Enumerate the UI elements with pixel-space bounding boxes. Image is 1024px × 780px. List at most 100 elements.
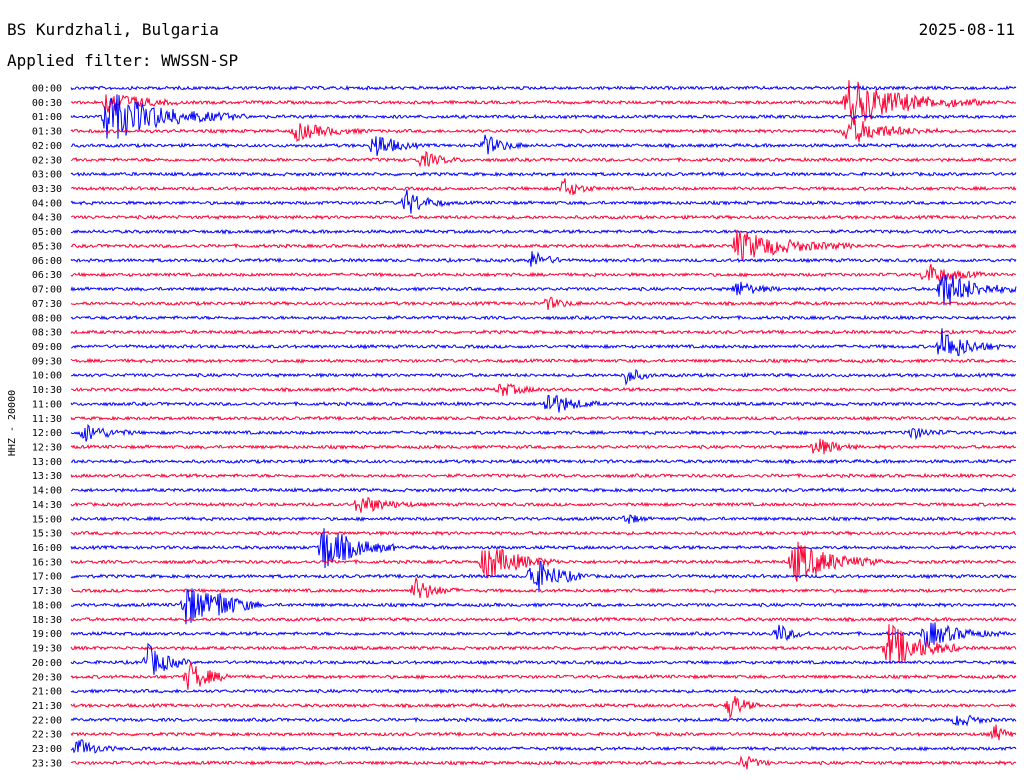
trace-row bbox=[70, 739, 1017, 754]
row-time-label: 00:00 bbox=[32, 84, 62, 95]
trace-row bbox=[70, 178, 1017, 196]
trace-row bbox=[70, 263, 1017, 283]
trace-row bbox=[70, 274, 1017, 306]
trace-row bbox=[70, 458, 1017, 465]
trace-row bbox=[70, 642, 1017, 675]
trace-row bbox=[70, 84, 1017, 92]
trace-row bbox=[70, 170, 1017, 178]
trace-row bbox=[70, 541, 1017, 582]
trace-row bbox=[71, 576, 1017, 599]
row-time-label: 15:30 bbox=[32, 529, 62, 540]
row-time-label: 22:00 bbox=[32, 715, 62, 726]
trace-row bbox=[70, 486, 1017, 494]
trace-row bbox=[70, 496, 1017, 513]
row-time-label: 09:00 bbox=[32, 342, 62, 353]
row-time-label: 00:30 bbox=[32, 98, 62, 109]
trace-row bbox=[70, 724, 1017, 741]
trace-row bbox=[70, 229, 1017, 261]
trace-row bbox=[70, 472, 1017, 479]
row-time-label: 06:00 bbox=[32, 256, 62, 267]
row-time-label: 11:30 bbox=[32, 414, 62, 425]
row-time-label: 04:30 bbox=[32, 213, 62, 224]
trace-row bbox=[70, 296, 1017, 311]
row-time-label: 12:30 bbox=[32, 443, 62, 454]
trace-row bbox=[70, 528, 1017, 569]
row-time-label: 04:00 bbox=[32, 198, 62, 209]
y-axis-label: HHZ - 20000 bbox=[7, 390, 18, 456]
trace-row bbox=[70, 150, 1017, 168]
row-time-label: 07:30 bbox=[32, 299, 62, 310]
row-time-label: 01:30 bbox=[32, 127, 62, 138]
trace-row bbox=[70, 328, 1017, 336]
row-time-label: 17:00 bbox=[32, 572, 62, 583]
trace-row bbox=[70, 251, 1017, 267]
row-time-label: 10:30 bbox=[32, 385, 62, 396]
trace-row bbox=[70, 624, 1017, 664]
row-time-label: 01:00 bbox=[32, 112, 62, 123]
trace-row bbox=[70, 622, 1017, 648]
row-time-label: 09:30 bbox=[32, 356, 62, 367]
row-time-label: 08:30 bbox=[32, 328, 62, 339]
trace-row bbox=[70, 530, 1017, 537]
date-label: 2025-08-11 bbox=[918, 20, 1015, 39]
row-time-label: 18:00 bbox=[32, 600, 62, 611]
trace-row bbox=[70, 423, 1017, 442]
row-time-label: 05:00 bbox=[32, 227, 62, 238]
row-time-label: 06:30 bbox=[32, 270, 62, 281]
row-time-label: 20:30 bbox=[32, 672, 62, 683]
trace-row bbox=[70, 438, 1017, 455]
trace-row bbox=[70, 696, 1017, 720]
row-time-label: 15:00 bbox=[32, 514, 62, 525]
trace-row bbox=[70, 415, 1017, 422]
row-time-label: 10:00 bbox=[32, 371, 62, 382]
trace-row bbox=[70, 80, 1017, 124]
row-time-label: 19:30 bbox=[32, 644, 62, 655]
trace-row bbox=[70, 189, 1017, 214]
row-time-label: 02:00 bbox=[32, 141, 62, 152]
row-time-label: 23:30 bbox=[32, 758, 62, 769]
trace-row bbox=[70, 688, 1017, 695]
filter-label: Applied filter: WWSSN-SP bbox=[7, 51, 239, 70]
trace-row bbox=[70, 228, 1017, 235]
row-time-label: 23:00 bbox=[32, 744, 62, 755]
row-time-label: 20:00 bbox=[32, 658, 62, 669]
row-time-label: 03:00 bbox=[32, 170, 62, 181]
trace-row bbox=[70, 714, 1017, 727]
trace-row bbox=[70, 661, 1017, 690]
row-time-label: 19:00 bbox=[32, 629, 62, 640]
trace-row bbox=[70, 616, 1017, 623]
row-time-label: 08:00 bbox=[32, 313, 62, 324]
row-time-label: 17:30 bbox=[32, 586, 62, 597]
row-time-label: 21:30 bbox=[32, 701, 62, 712]
trace-row bbox=[70, 383, 1017, 397]
trace-row bbox=[70, 755, 1017, 770]
row-time-label: 13:30 bbox=[32, 471, 62, 482]
row-time-label: 22:30 bbox=[32, 730, 62, 741]
trace-row bbox=[70, 514, 1017, 524]
row-time-label: 07:00 bbox=[32, 285, 62, 296]
row-time-label: 05:30 bbox=[32, 241, 62, 252]
trace-row bbox=[71, 368, 1017, 386]
row-time-label: 16:30 bbox=[32, 557, 62, 568]
row-time-label: 12:00 bbox=[32, 428, 62, 439]
row-time-label: 11:00 bbox=[32, 399, 62, 410]
trace-row bbox=[70, 357, 1017, 364]
row-time-label: 03:30 bbox=[32, 184, 62, 195]
trace-row bbox=[70, 214, 1017, 221]
station-title: BS Kurdzhali, Bulgaria bbox=[7, 20, 219, 39]
trace-row bbox=[70, 394, 1017, 413]
trace-row bbox=[70, 94, 1017, 139]
row-time-label: 16:00 bbox=[32, 543, 62, 554]
trace-row bbox=[70, 314, 1017, 321]
trace-row bbox=[70, 588, 1017, 625]
row-time-label: 13:00 bbox=[32, 457, 62, 468]
row-time-label: 21:00 bbox=[32, 687, 62, 698]
row-time-label: 02:30 bbox=[32, 155, 62, 166]
row-time-label: 14:00 bbox=[32, 486, 62, 497]
row-time-label: 18:30 bbox=[32, 615, 62, 626]
trace-row bbox=[70, 134, 1017, 156]
trace-row bbox=[70, 328, 1017, 356]
trace-row bbox=[70, 118, 1017, 143]
row-time-label: 14:30 bbox=[32, 500, 62, 511]
